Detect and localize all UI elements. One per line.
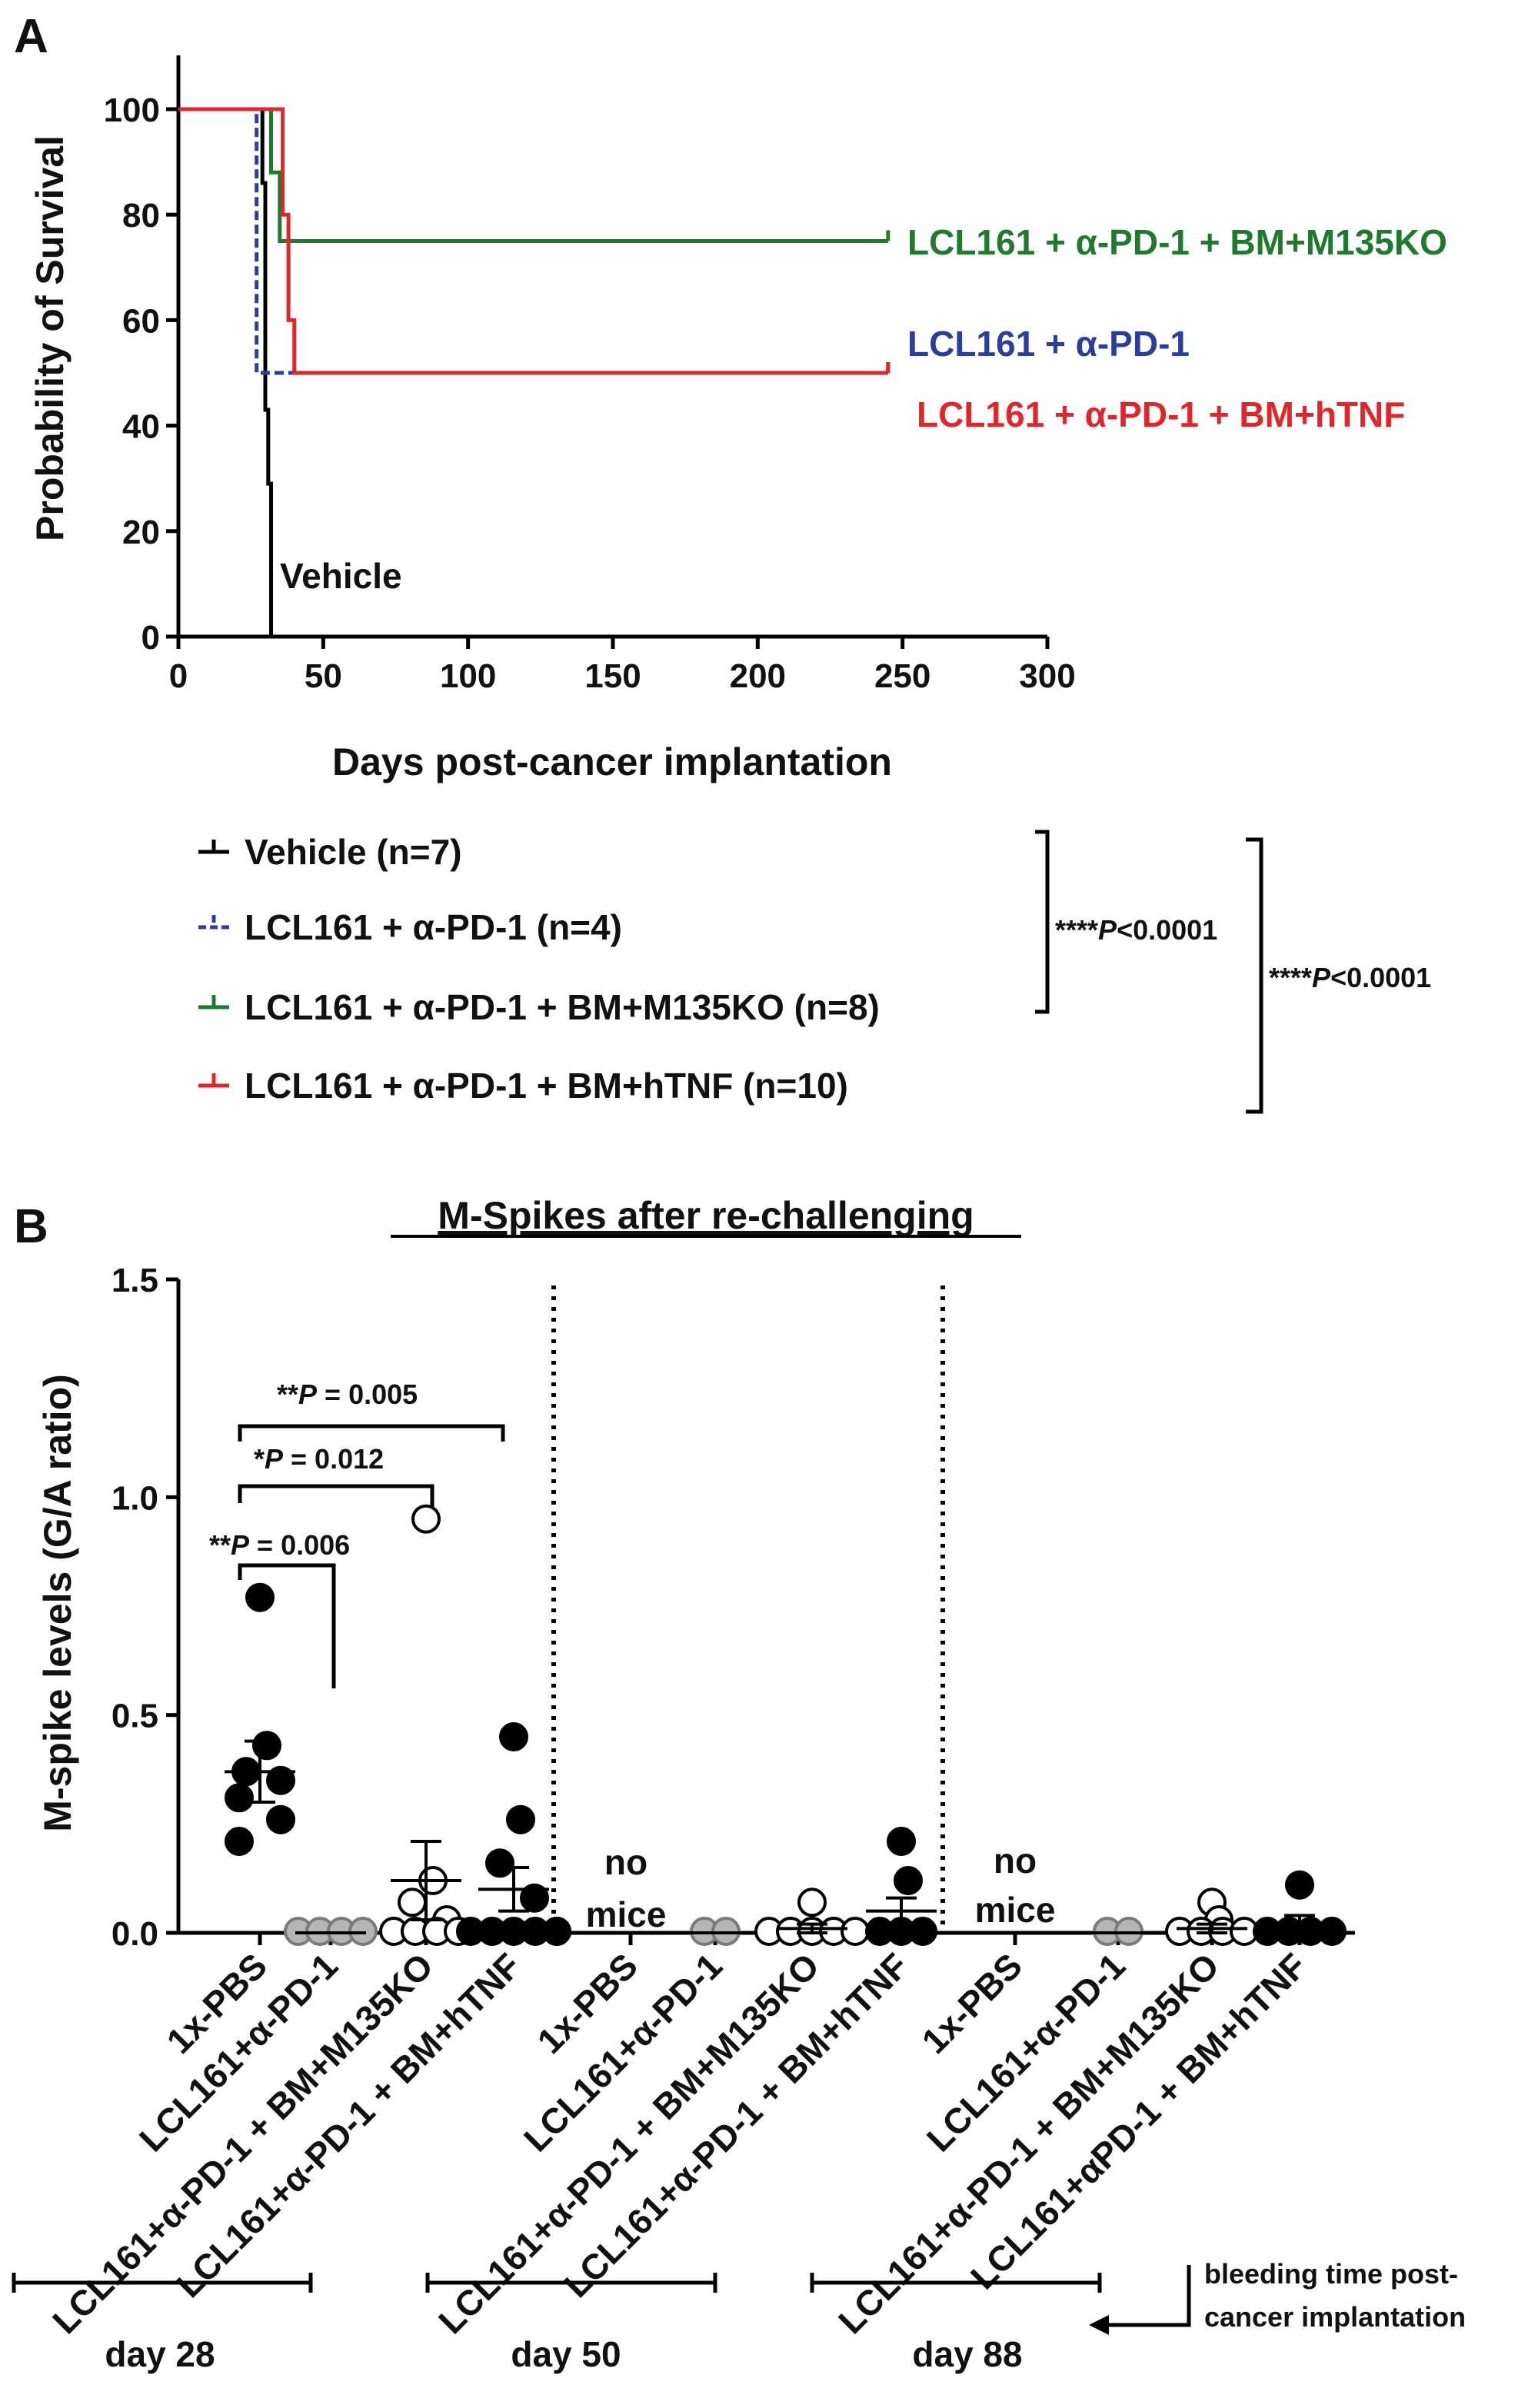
significance-label-pbs-vs-htnf: **P = 0.005 (277, 1379, 418, 1410)
mspike-y-tick-label: 0.0 (112, 1915, 158, 1953)
lcl-pd1-curve-label: LCL161 + α-PD-1 (907, 324, 1190, 364)
legend-marker-lcl-pd1 (198, 915, 229, 930)
mspike-point (841, 1917, 870, 1946)
no-mice-label-day88-line2: mice (975, 1890, 1056, 1930)
survival-x-tick-label: 50 (305, 657, 342, 695)
legend-label-m135ko: LCL161 + α-PD-1 + BM+M135KO (n=8) (245, 987, 880, 1027)
mspike-y-tick-label: 0.5 (112, 1698, 158, 1735)
survival-y-tick-label: 40 (122, 408, 160, 446)
significance-bracket-pbs-vs-lcl-pd1 (238, 1563, 336, 1688)
mspike-point (797, 1887, 827, 1917)
timepoint-bracket-day88: day 88 (810, 2273, 1102, 2374)
no-mice-label-day50-line1: no (604, 1842, 647, 1882)
mspike-point (485, 1848, 514, 1878)
timepoint-bracket-day28: day 28 (12, 2273, 313, 2374)
mspike-point (499, 1722, 528, 1751)
vehicle-curve-label: Vehicle (280, 556, 402, 596)
survival-y-axis-label: Probability of Survival (28, 135, 72, 541)
mspike-point (398, 1887, 427, 1917)
survival-x-axis-label: Days post-cancer implantation (332, 740, 892, 783)
timepoint-label-day50: day 50 (511, 2334, 621, 2374)
legend-marker-htnf (198, 1073, 229, 1088)
timepoint-bracket-line-day50 (425, 2273, 717, 2293)
significance-label-outer: ****P<0.0001 (1269, 962, 1431, 993)
no-mice-label-day50-line2: mice (586, 1894, 667, 1934)
bleeding-time-arrowhead (1089, 2315, 1109, 2335)
mspike-point (411, 1504, 441, 1534)
legend-item-vehicle: Vehicle (n=7) (198, 832, 462, 872)
mspike-chart-title: M-Spikes after re-challenging (438, 1194, 974, 1237)
panel-b-letter: B (14, 1200, 48, 1253)
survival-y-tick-label: 80 (122, 197, 160, 234)
mspike-point (1317, 1917, 1347, 1946)
legend-label-htnf: LCL161 + α-PD-1 + BM+hTNF (n=10) (245, 1066, 848, 1106)
survival-x-tick-label: 250 (874, 657, 930, 695)
htnf-curve-label: LCL161 + α-PD-1 + BM+hTNF (917, 394, 1405, 434)
legend-item-lcl-pd1: LCL161 + α-PD-1 (n=4) (198, 907, 622, 947)
survival-curve-m135ko (178, 107, 888, 243)
significance-bracket-inner (1035, 830, 1050, 1014)
legend-marker-vehicle (198, 840, 229, 854)
survival-curves (178, 107, 891, 637)
survival-curve-vehicle (178, 107, 273, 637)
significance-label-pbs-vs-m135ko: *P = 0.012 (254, 1443, 384, 1475)
mspike-point (245, 1582, 275, 1612)
timepoint-bracket-line-day88 (810, 2273, 1102, 2293)
significance-label-inner: ****P<0.0001 (1055, 914, 1217, 946)
significance-bracket-pbs-vs-htnf (238, 1424, 505, 1442)
timepoint-label-day88: day 88 (912, 2334, 1022, 2374)
legend-item-htnf: LCL161 + α-PD-1 + BM+hTNF (n=10) (198, 1066, 848, 1106)
mspike-point (520, 1883, 549, 1913)
no-mice-label-day88-line1: no (994, 1841, 1037, 1881)
mspike-axes: 0.0 0.5 1.0 1.5 (112, 1262, 1355, 1953)
bleeding-time-arrow (1101, 2265, 1191, 2327)
significance-label-pbs-vs-lcl-pd1: **P = 0.006 (209, 1529, 350, 1561)
mspike-point (506, 1804, 535, 1834)
mspike-point (1285, 1870, 1314, 1900)
mspike-points (225, 1504, 1347, 1946)
survival-x-tick-label: 300 (1019, 657, 1075, 695)
survival-y-tick-label: 20 (122, 514, 160, 551)
mspike-point (225, 1827, 254, 1856)
mspike-point (266, 1765, 295, 1795)
panel-a-letter: A (14, 10, 48, 63)
survival-x-tick-label: 100 (440, 657, 496, 695)
legend-marker-m135ko (198, 995, 229, 1009)
mspike-means (225, 1739, 1335, 1934)
survival-curve-htnf (178, 107, 888, 375)
mspike-point (887, 1827, 916, 1856)
timepoint-bracket-day50: day 50 (425, 2273, 717, 2374)
significance-bracket-outer (1246, 837, 1263, 1114)
bleeding-time-label-line1: bleeding time post- (1204, 2258, 1458, 2290)
survival-legend: Vehicle (n=7) LCL161 + α-PD-1 (n=4) LCL1… (198, 832, 880, 1106)
m135ko-curve-label: LCL161 + α-PD-1 + BM+M135KO (907, 222, 1447, 262)
legend-item-m135ko: LCL161 + α-PD-1 + BM+M135KO (n=8) (198, 987, 880, 1027)
survival-y-tick-label: 60 (122, 302, 160, 340)
mspike-point (252, 1731, 281, 1761)
legend-label-lcl-pd1: LCL161 + α-PD-1 (n=4) (245, 907, 622, 947)
survival-y-tick-label: 0 (141, 619, 160, 657)
survival-axes: 0 20 40 60 80 100 0 50 100 150 200 250 300 (104, 55, 1076, 695)
survival-y-tick-label: 100 (104, 91, 160, 129)
mspike-point (894, 1866, 923, 1895)
mspike-point (542, 1917, 571, 1946)
legend-label-vehicle: Vehicle (n=7) (245, 832, 462, 872)
significance-bracket-pbs-vs-m135ko (238, 1484, 434, 1508)
mspike-point (225, 1783, 254, 1813)
timepoint-label-day28: day 28 (105, 2334, 215, 2374)
mspike-point (266, 1804, 295, 1834)
survival-x-tick-label: 200 (730, 657, 786, 695)
timepoint-bracket-line-day28 (12, 2273, 313, 2293)
group-label: LCL161+αPD-1 + BM+hTNF (963, 1945, 1314, 2297)
mspike-point (908, 1917, 937, 1946)
bleeding-time-label-line2: cancer implantation (1204, 2301, 1466, 2333)
survival-x-tick-label: 150 (584, 657, 641, 695)
mspike-y-tick-label: 1.0 (112, 1479, 158, 1517)
mspike-y-tick-label: 1.5 (112, 1262, 158, 1299)
survival-x-tick-label: 0 (169, 657, 188, 695)
mspike-y-axis-label: M-spike levels (G/A ratio) (36, 1374, 79, 1832)
